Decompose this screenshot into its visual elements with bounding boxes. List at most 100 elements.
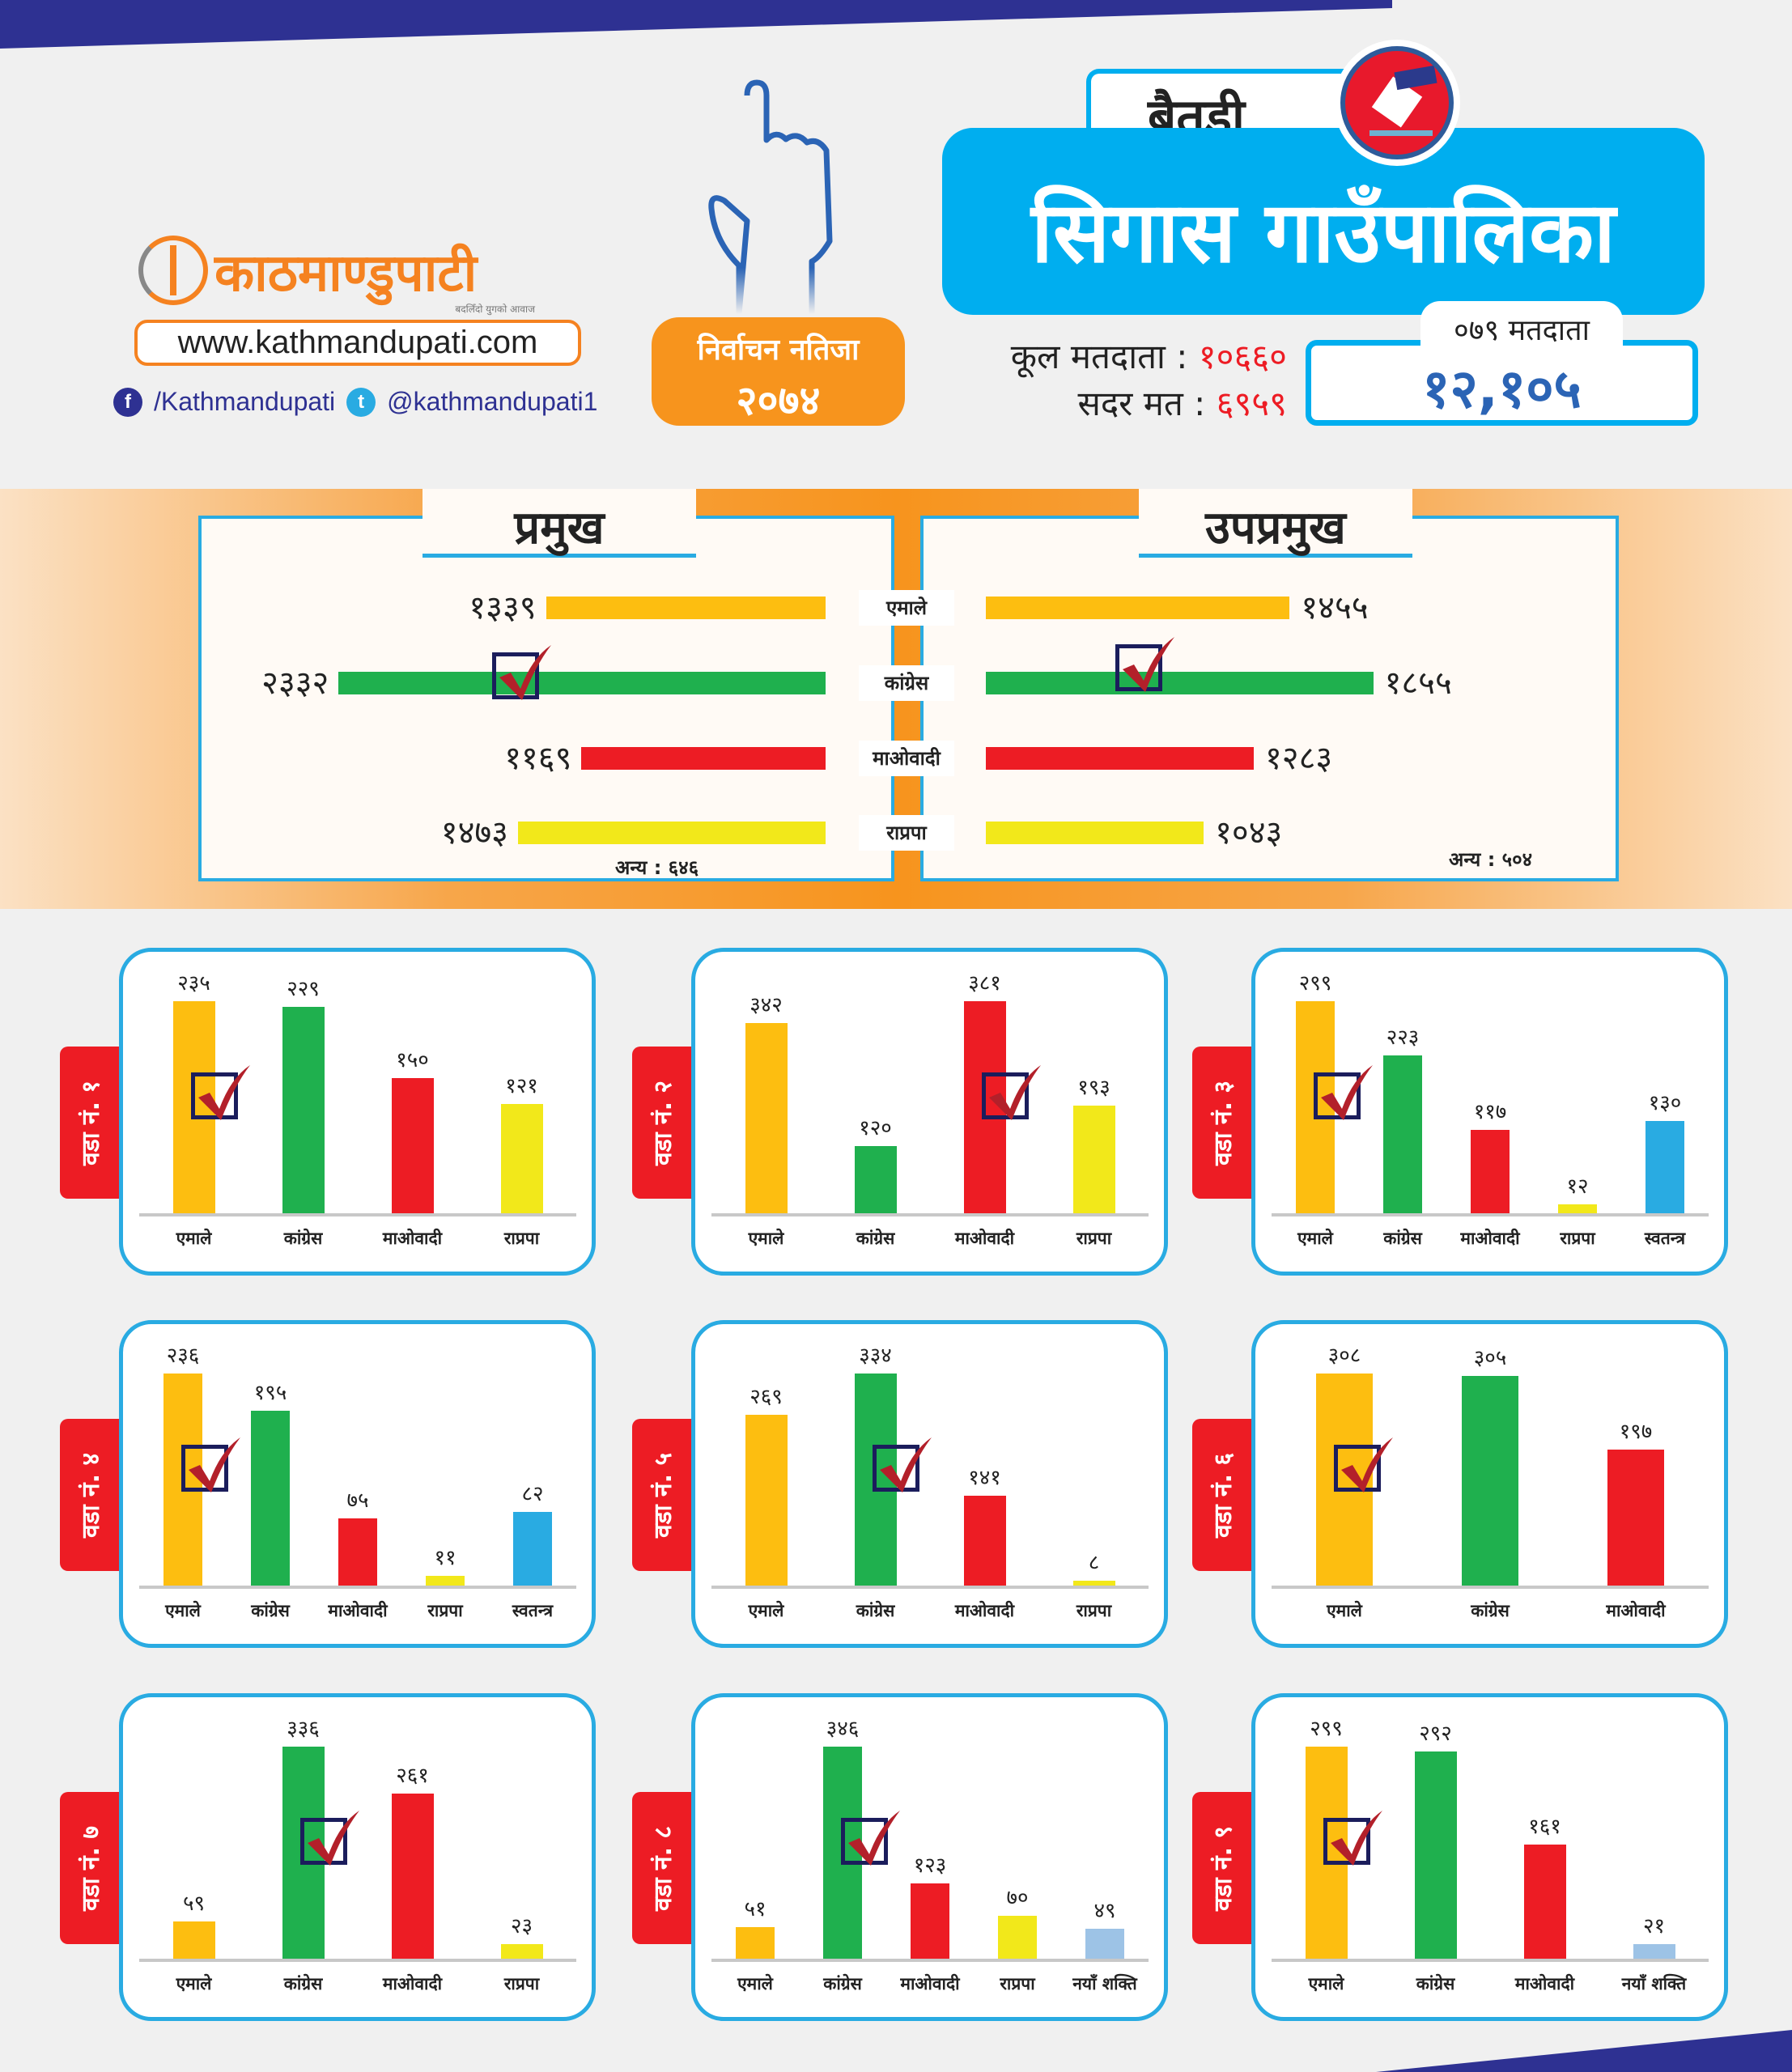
party-label: एमाले (859, 590, 954, 626)
ward-bar (745, 1414, 788, 1586)
ward-bar-value: ३८१ (968, 971, 1001, 996)
ward-label-tab: वडा नं. ८ (632, 1792, 691, 1944)
ward-bar-value: ८ (1088, 1550, 1100, 1575)
facebook-icon: f (113, 387, 142, 417)
ward-bar-value: २३ (510, 1914, 533, 1939)
chart-baseline (711, 1586, 1149, 1589)
ward-bar-value: १२३ (913, 1853, 947, 1878)
ward-bar-value: ५१ (744, 1897, 766, 1922)
ward-bar-value: १९५ (253, 1380, 287, 1405)
website-link[interactable]: www.kathmandupati.com (134, 320, 581, 366)
winner-check-icon (1334, 1437, 1393, 1492)
ward-bar-value: ११७ (1473, 1100, 1507, 1125)
ward-bar (736, 1927, 775, 1959)
ward-card: २९९ एमाले २२३ कांग्रेस ११७ माओवादी १२ राप्रपा १३… (1251, 948, 1728, 1276)
voters-079-value: १२,१०५ (1306, 340, 1698, 426)
ward-bar-category: कांग्रेस (856, 1229, 895, 1248)
ward-bar-category: नयाँ शक्ति (1072, 1974, 1137, 1993)
ward-bar-value: ११ (434, 1545, 456, 1570)
winner-check-icon (981, 1064, 1041, 1120)
party-label: कांग्रेस (859, 665, 954, 701)
ward-card: २३६ एमाले १९५ कांग्रेस ७५ माओवादी ११ राप्रपा ८२ स… (119, 1320, 596, 1648)
deputy-value: १८५५ (1384, 664, 1452, 702)
winner-check-icon (190, 1064, 250, 1120)
ward-bar-category: माओवादी (900, 1974, 960, 1993)
ward-bar-value: १९३ (1077, 1076, 1110, 1101)
ward-bar-category: कांग्रेस (283, 1974, 323, 1993)
ward-bar-value: ५९ (182, 1891, 206, 1916)
winner-check-icon (299, 1810, 359, 1866)
ward-label-tab: वडा नं. ३ (1192, 1047, 1251, 1199)
ward-label: वडा नं. ९ (1209, 1825, 1238, 1911)
twitter-link[interactable]: @kathmandupati1 (387, 387, 598, 416)
chief-others: अन्य : ६४६ (615, 856, 699, 879)
ward-card: २९९ एमाले २९२ कांग्रेस १६१ माओवादी २१ नयाँ शक्त… (1251, 1693, 1728, 2021)
party-label: माओवादी (859, 741, 954, 776)
ward-bar-value: २९९ (1298, 971, 1332, 996)
ward-bar-category: राप्रपा (1560, 1229, 1595, 1248)
ward-bar (963, 1496, 1006, 1586)
ward-bar-category: कांग्रेस (1416, 1974, 1455, 1993)
ward-bar-value: १४१ (968, 1466, 1001, 1491)
ward-bar-category: कांग्रेस (1471, 1601, 1510, 1620)
ward-bar (1085, 1928, 1124, 1959)
deputy-value: १०४३ (1215, 814, 1283, 851)
ward-bar (1383, 1055, 1422, 1213)
ward-bar-category: माओवादी (1606, 1601, 1666, 1620)
ward-bar (282, 1006, 325, 1213)
winner-check-icon (1323, 1810, 1382, 1866)
ward-bar-category: स्वतन्त्र (1644, 1229, 1686, 1248)
chart-baseline (711, 1213, 1149, 1216)
ward-bar (500, 1104, 543, 1213)
ward-bar-value: २२९ (287, 976, 320, 1001)
ward-bar (854, 1146, 897, 1213)
ward-bar (172, 1921, 215, 1959)
winner-check-icon (841, 1810, 900, 1866)
ward-label: वडा नं. ३ (1209, 1080, 1238, 1166)
ward-bar-value: १६१ (1528, 1814, 1561, 1839)
ward-bar-category: माओवादी (382, 1229, 443, 1248)
ward-bar-category: कांग्रेस (823, 1974, 862, 1993)
ward-bar-category: माओवादी (954, 1601, 1015, 1620)
deputy-value: १४५५ (1301, 589, 1369, 626)
ward-label: वडा नं. ८ (649, 1825, 678, 1911)
ward-bar-value: १९७ (1619, 1420, 1653, 1445)
bottom-decorative-strip (1376, 2030, 1792, 2072)
ward-bar (1523, 1844, 1566, 1959)
ward-label: वडा नं. ४ (77, 1452, 106, 1538)
chief-value: १४७३ (440, 814, 508, 851)
ward-bar (1558, 1204, 1597, 1213)
ward-bar-category: कांग्रेस (251, 1601, 290, 1620)
voting-finger-icon (708, 79, 833, 314)
chart-baseline (139, 1586, 576, 1589)
chart-baseline (711, 1959, 1149, 1962)
ward-bar-value: २३६ (166, 1344, 200, 1368)
ward-bar-value: ४९ (1093, 1898, 1116, 1923)
ward-bar-category: एमाले (748, 1229, 784, 1248)
ward-bar-value: ७० (1006, 1885, 1029, 1910)
logo-tagline: बदलिँदो युगको आवाज (455, 304, 535, 315)
ward-bar-category: एमाले (1297, 1229, 1333, 1248)
facebook-link[interactable]: /Kathmandupati (154, 387, 336, 416)
voters-079-label: ०७९ मतदाता (1420, 301, 1623, 350)
badge-year: २०७४ (736, 377, 821, 424)
ward-bar-value: १२१ (505, 1074, 538, 1099)
ward-label: वडा नं. १ (77, 1080, 106, 1166)
ward-bar (1072, 1580, 1115, 1586)
ward-bar-category: राप्रपा (427, 1601, 463, 1620)
chief-bar (546, 597, 826, 619)
ward-bar (391, 1794, 434, 1959)
ballot-box-icon (1334, 40, 1460, 166)
chief-title: प्रमुख (423, 489, 696, 558)
ward-bar (911, 1883, 949, 1959)
winner-check-icon (181, 1437, 240, 1492)
ward-label: वडा नं. २ (649, 1080, 678, 1166)
ward-bar-category: एमाले (748, 1601, 784, 1620)
ward-bar-value: ३०५ (1473, 1345, 1507, 1370)
municipality-title: सिगास गाउँपालिका (942, 128, 1705, 315)
ward-bar (338, 1518, 377, 1586)
kathmandupati-logo: काठमाण्डुपाटी बदलिँदो युगको आवाज (138, 231, 559, 315)
chief-value: १३३९ (469, 589, 537, 626)
ward-bar (1607, 1450, 1664, 1586)
ward-label: वडा नं. ६ (1209, 1452, 1238, 1538)
